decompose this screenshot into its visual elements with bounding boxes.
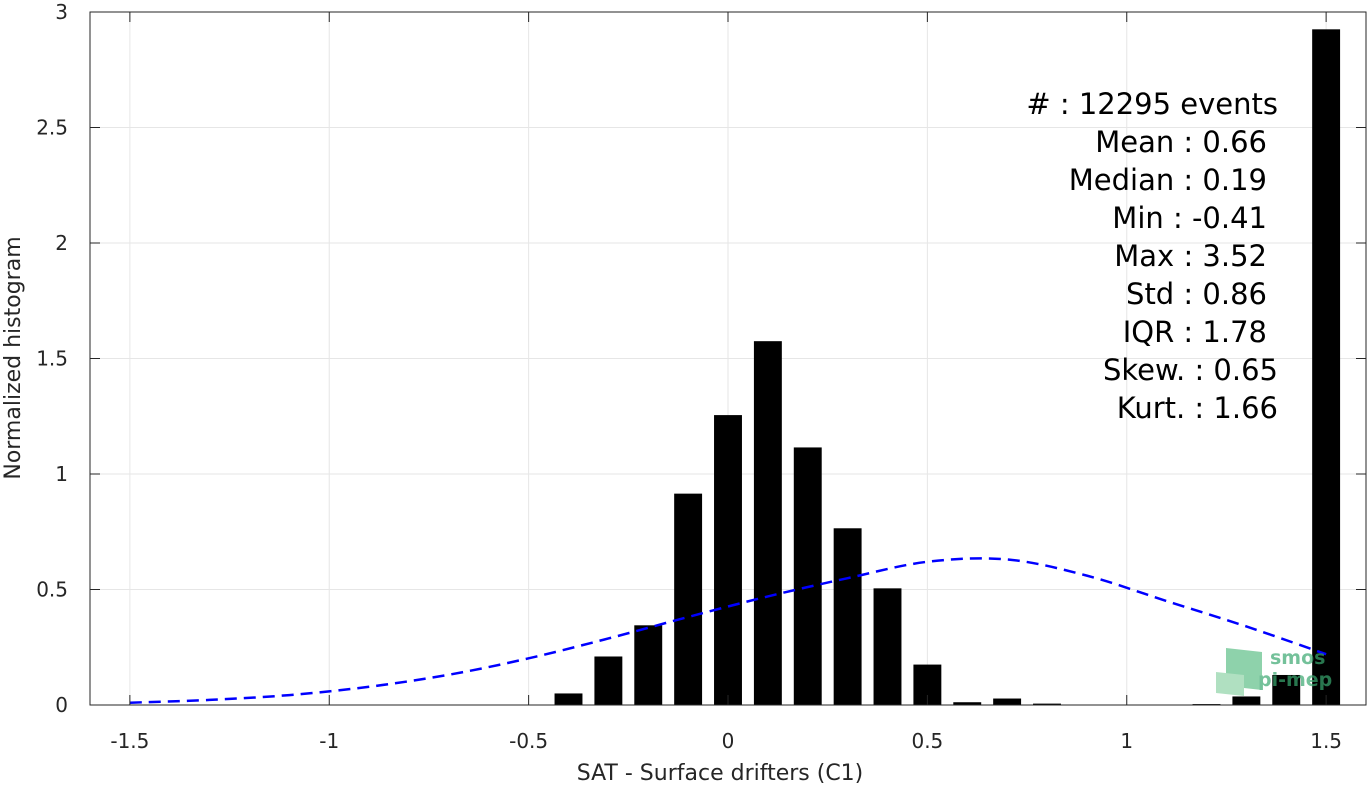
fit-curve-line (129, 557, 1327, 704)
histogram-bar (634, 625, 663, 705)
stat-median: Median : 0.19 (1069, 163, 1267, 197)
histogram-bar (833, 528, 862, 705)
histogram-bar (674, 493, 703, 705)
histogram-bar (873, 588, 902, 705)
smos-pimep-logo: smos pi-mep (1216, 647, 1332, 696)
logo-text-smos: smos (1270, 647, 1325, 669)
histogram-bar (714, 415, 742, 705)
stat-min: Min : -0.41 (1112, 201, 1267, 235)
x-tick-label: 1 (1120, 729, 1133, 753)
y-tick-label: 1.5 (36, 347, 68, 371)
y-tick-label: 3 (55, 0, 68, 24)
stat-skew: Skew. : 0.65 (1103, 353, 1278, 387)
y-tick-label: 0 (55, 693, 68, 717)
x-tick-label: -1.5 (110, 729, 149, 753)
stat-max: Max : 3.52 (1114, 239, 1267, 273)
fit-curve (129, 557, 1327, 704)
x-tick-label: 0.5 (911, 729, 943, 753)
logo-mark-shadow-icon (1216, 672, 1244, 696)
logo-text-pimep: pi-mep (1258, 669, 1332, 691)
histogram-bar (1033, 703, 1061, 705)
histogram-bar (993, 698, 1022, 705)
stat-iqr: IQR : 1.78 (1123, 315, 1267, 349)
x-tick-label: -1 (319, 729, 339, 753)
stat-mean: Mean : 0.66 (1095, 125, 1267, 159)
stat-std: Std : 0.86 (1126, 277, 1267, 311)
y-tick-label: 2 (55, 231, 68, 255)
histogram-bar (953, 702, 982, 705)
x-tick-labels: -1.5 -1 -0.5 0 0.5 1 1.5 (110, 729, 1342, 753)
x-tick-label: 0 (722, 729, 735, 753)
histogram-bar (1232, 696, 1261, 705)
histogram-bar (793, 447, 822, 705)
y-tick-label: 2.5 (36, 116, 68, 140)
y-tick-label: 1 (55, 462, 68, 486)
stat-kurt: Kurt. : 1.66 (1117, 391, 1278, 425)
x-axis-label: SAT - Surface drifters (C1) (577, 761, 864, 785)
y-axis-label: Normalized histogram (1, 236, 26, 479)
stats-annotation: # : 12295 events Mean : 0.66 Median : 0.… (1026, 87, 1278, 425)
histogram-bar (1272, 674, 1301, 705)
y-tick-labels: 0 0.5 1 1.5 2 2.5 3 (36, 0, 68, 717)
histogram-bar (1312, 29, 1341, 705)
y-tick-label: 0.5 (36, 578, 68, 602)
x-tick-label: -0.5 (509, 729, 548, 753)
histogram-bar (753, 341, 782, 705)
histogram-bar (594, 656, 623, 705)
axes (89, 11, 1367, 706)
stat-events: # : 12295 events (1026, 87, 1278, 121)
x-tick-label: 1.5 (1310, 729, 1342, 753)
histogram-bars (554, 29, 1341, 705)
histogram-bar (554, 693, 583, 705)
